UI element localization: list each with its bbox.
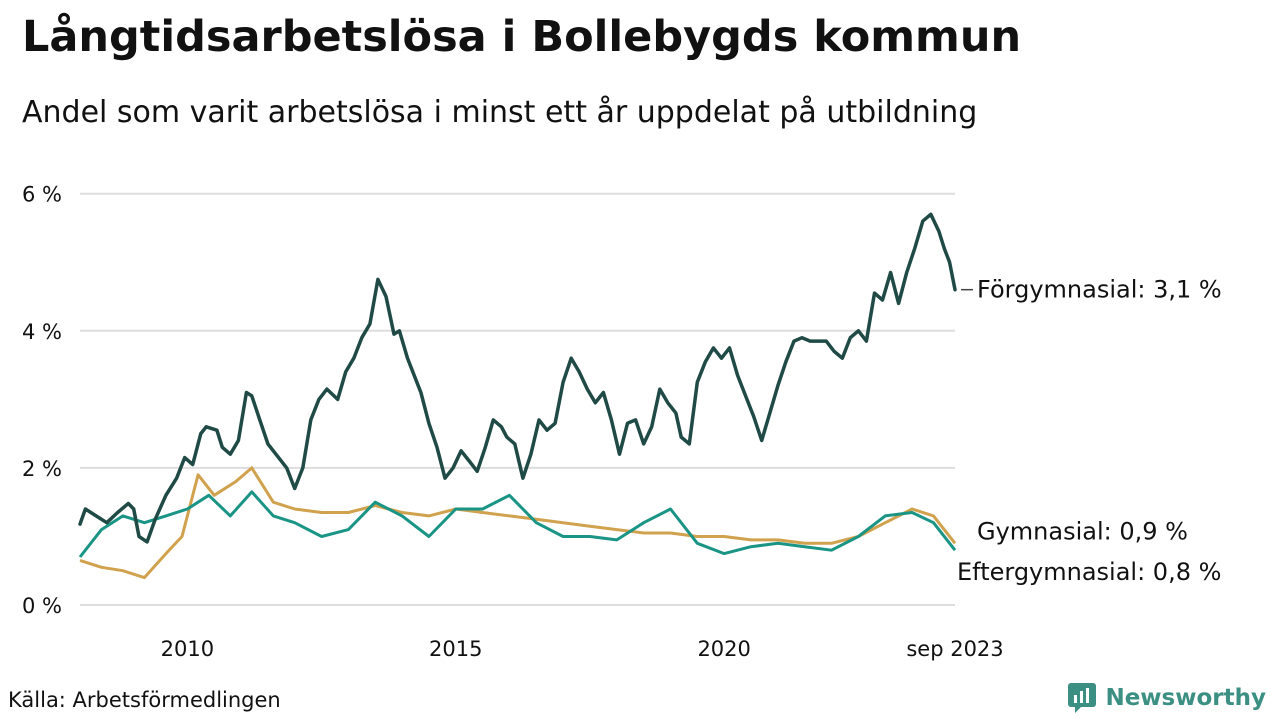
- y-tick-label: 2 %: [22, 457, 62, 481]
- chart-subtitle: Andel som varit arbetslösa i minst ett å…: [22, 95, 978, 130]
- series-end-label-gymnasial: Gymnasial: 0,9 %: [977, 517, 1188, 545]
- source-note: Källa: Arbetsförmedlingen: [8, 688, 281, 712]
- chart-title: Långtidsarbetslösa i Bollebygds kommun: [22, 12, 1022, 62]
- series-end-label: Förgymnasial: 3,1 %: [977, 276, 1222, 304]
- x-tick-label: 2010: [161, 637, 214, 661]
- y-tick-label: 6 %: [22, 183, 62, 207]
- x-tick-label: 2020: [697, 637, 750, 661]
- y-tick-label: 0 %: [22, 594, 62, 618]
- y-tick-label: 4 %: [22, 320, 62, 344]
- brand-name: Newsworthy: [1105, 685, 1266, 711]
- x-tick-label: sep 2023: [906, 637, 1003, 661]
- series-line-gymnasial: [79, 466, 957, 580]
- series-end-label-eftergymnasial: Eftergymnasial: 0,8 %: [957, 558, 1221, 586]
- brand-logo: Newsworthy: [1067, 682, 1266, 714]
- series-line-eftergymnasial: [78, 490, 957, 558]
- newsworthy-icon: [1068, 683, 1097, 713]
- series-line-forgymnasial: [78, 212, 957, 544]
- x-tick-label: 2015: [429, 637, 482, 661]
